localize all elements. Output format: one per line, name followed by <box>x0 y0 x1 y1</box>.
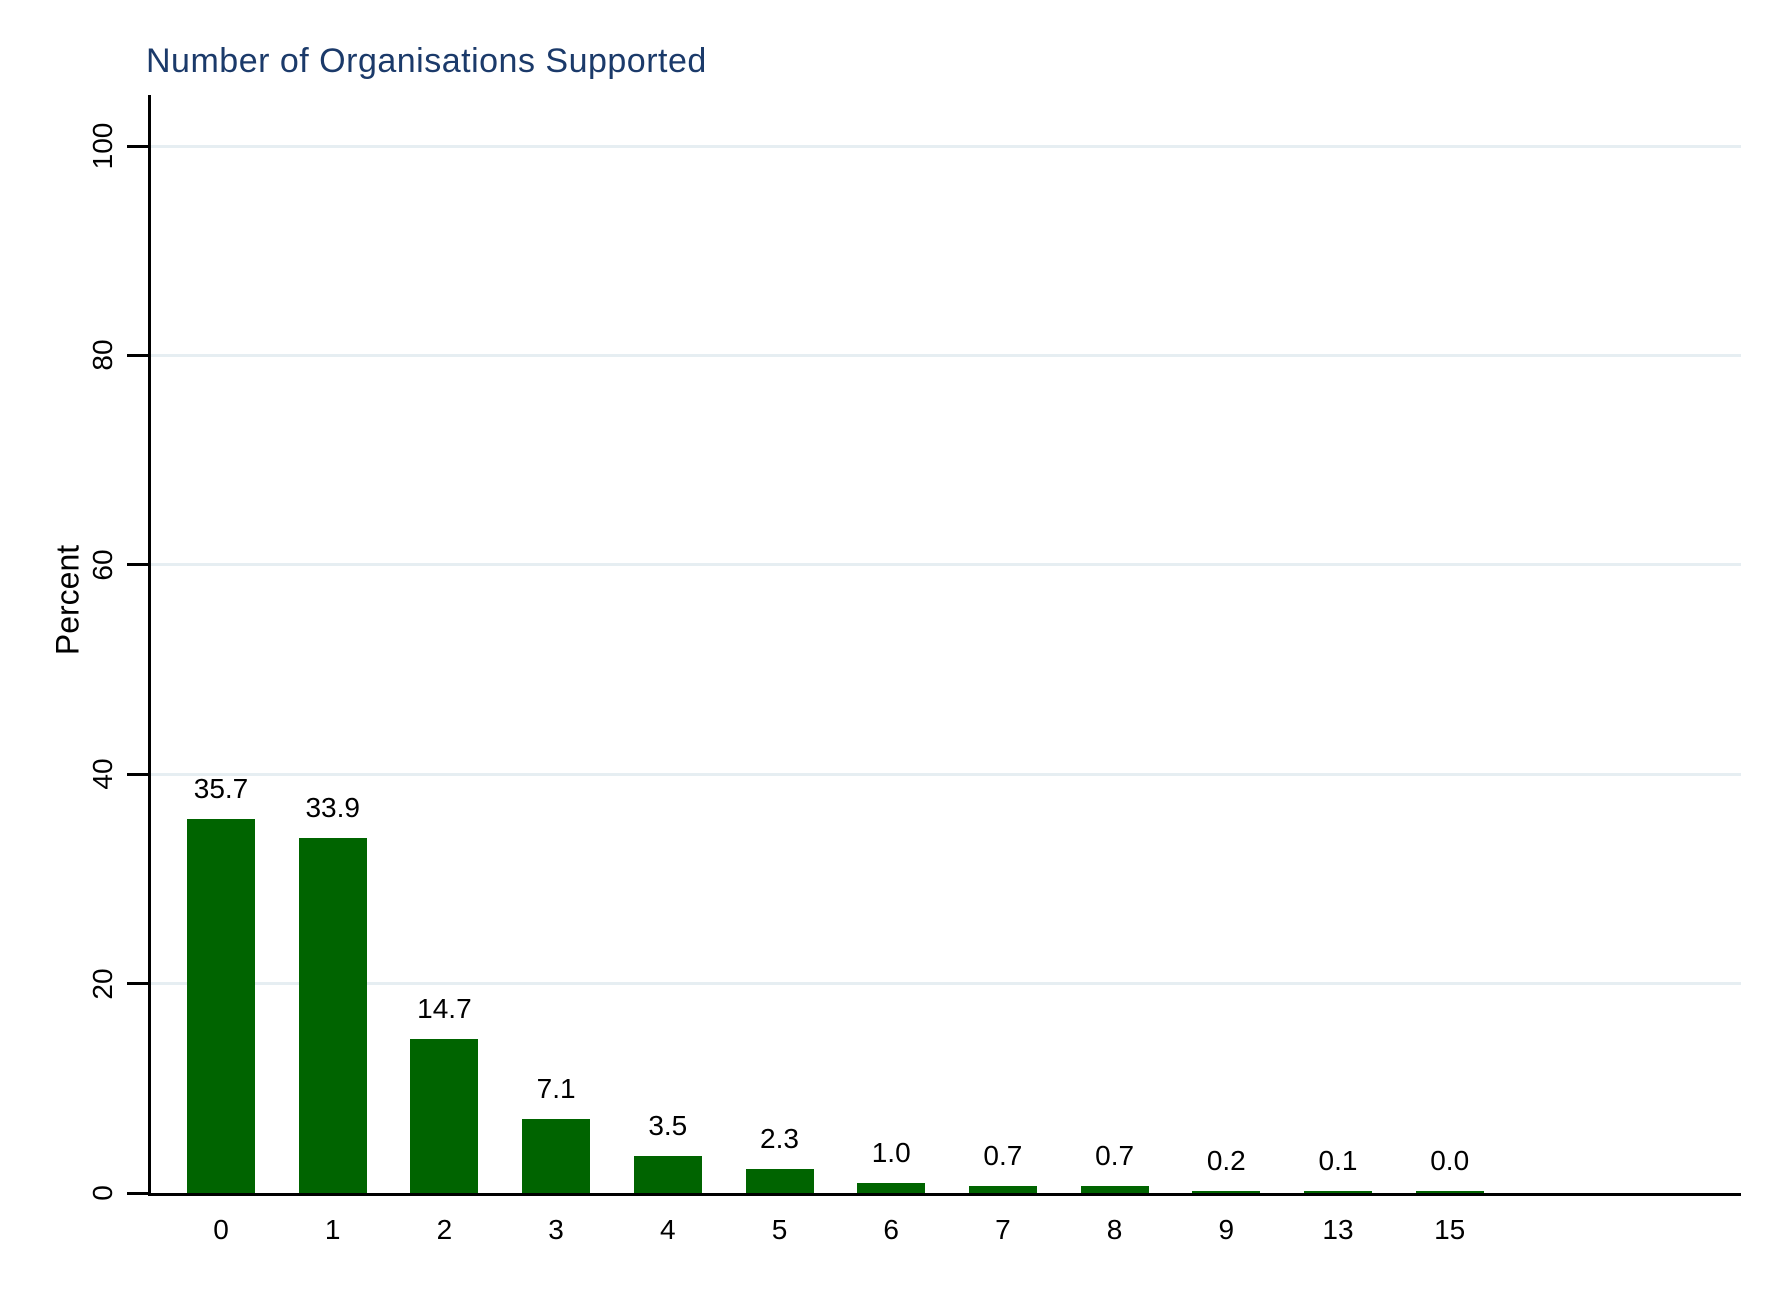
bar-0 <box>187 819 255 1193</box>
y-tick-mark-80 <box>127 353 148 357</box>
bar-1 <box>298 838 367 1193</box>
bar-value-label-8: 0.7 <box>1095 1140 1135 1171</box>
y-tick-mark-0 <box>127 1191 148 1195</box>
bar-5 <box>745 1169 814 1193</box>
y-tick-label-40: 40 <box>87 758 118 790</box>
x-tick-label-9: 9 <box>1218 1214 1235 1245</box>
plot-area: 35.7 0 33.9 1 14.7 2 7.1 3 3.5 4 2.3 5 1.0 6 0.7 7 0.7 8 0… <box>127 95 1741 1245</box>
y-tick-label-0: 0 <box>87 1185 118 1201</box>
gridline-40 <box>151 772 1741 776</box>
x-tick-label-4: 4 <box>660 1214 676 1245</box>
x-tick-label-6: 6 <box>883 1214 899 1245</box>
x-tick-label-2: 2 <box>436 1214 453 1245</box>
bar-value-label-13: 0.1 <box>1318 1145 1358 1176</box>
y-tick-label-60: 60 <box>87 549 118 581</box>
bar-value-label-3: 7.1 <box>536 1073 576 1104</box>
bar-value-label-2: 14.7 <box>417 993 472 1024</box>
x-tick-label-8: 8 <box>1106 1214 1123 1245</box>
x-tick-label-3: 3 <box>548 1214 564 1245</box>
bar-6 <box>857 1183 926 1193</box>
gridline-20 <box>151 982 1741 986</box>
y-tick-label-80: 80 <box>87 339 118 371</box>
bar-4 <box>633 1156 702 1193</box>
x-tick-label-1: 1 <box>324 1214 341 1245</box>
bar-8 <box>1080 1186 1149 1193</box>
bar-value-label-1: 33.9 <box>305 792 360 823</box>
bar-value-label-15: 0.0 <box>1430 1145 1470 1176</box>
bar-value-label-7: 0.7 <box>983 1140 1023 1171</box>
chart-title: Number of Organisations Supported <box>146 42 707 80</box>
bar-value-label-4: 3.5 <box>648 1110 688 1141</box>
bar-15 <box>1415 1191 1484 1193</box>
bar-2 <box>410 1039 479 1193</box>
x-tick-label-0: 0 <box>213 1214 229 1245</box>
y-tick-mark-20 <box>127 982 148 986</box>
bar-value-label-6: 1.0 <box>871 1137 911 1168</box>
y-tick-label-20: 20 <box>87 968 118 1000</box>
bar-3 <box>522 1119 591 1193</box>
y-tick-mark-100 <box>127 144 148 148</box>
bar-9 <box>1192 1191 1261 1193</box>
x-tick-label-7: 7 <box>995 1214 1011 1245</box>
y-axis-title: Percent <box>49 544 86 656</box>
x-tick-label-15: 15 <box>1434 1214 1466 1245</box>
y-tick-mark-60 <box>127 563 148 567</box>
gridline-60 <box>151 563 1741 567</box>
bar-value-label-9: 0.2 <box>1206 1145 1246 1176</box>
y-tick-label-100: 100 <box>87 122 118 170</box>
bar-7 <box>968 1186 1037 1193</box>
gridline-100 <box>151 144 1741 148</box>
x-tick-label-13: 13 <box>1322 1214 1354 1245</box>
bar-value-label-5: 2.3 <box>760 1123 799 1154</box>
gridline-80 <box>151 353 1741 357</box>
bar-13 <box>1304 1191 1372 1193</box>
bar-value-label-0: 35.7 <box>193 773 249 804</box>
x-tick-label-5: 5 <box>771 1214 788 1245</box>
y-tick-mark-40 <box>127 772 148 776</box>
